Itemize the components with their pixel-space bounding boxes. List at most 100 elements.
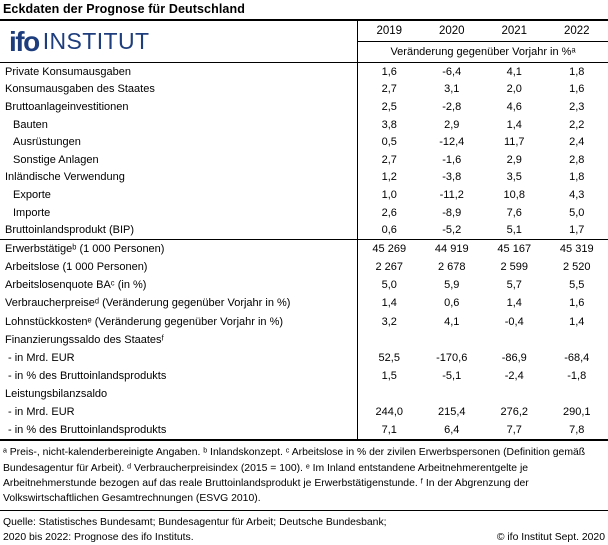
cell-value: 5,1 xyxy=(483,224,546,236)
year-column-header: 2019 xyxy=(358,25,421,37)
cell-value: 45 269 xyxy=(358,243,421,255)
cell-value: 2,9 xyxy=(483,154,546,166)
year-column-header: 2020 xyxy=(421,25,484,37)
copyright: © ifo Institut Sept. 2020 xyxy=(497,530,605,545)
cell-value: 1,4 xyxy=(358,297,421,309)
cell-value: 1,6 xyxy=(546,83,608,95)
cell-value: 1,0 xyxy=(358,189,421,201)
cell-value: -68,4 xyxy=(546,352,608,364)
cell-value: 2 520 xyxy=(546,261,608,273)
cell-value: -1,6 xyxy=(421,154,484,166)
row-label: - in % des Bruttoinlandsprodukts xyxy=(0,370,357,382)
row-label: Lohnstückkostenᵉ (Veränderung gegenüber … xyxy=(0,316,357,328)
cell-value: 4,1 xyxy=(421,316,484,328)
cell-value: -1,8 xyxy=(546,370,608,382)
table-row: Verbraucherpreiseᵈ (Veränderung gegenübe… xyxy=(0,294,608,312)
cell-value: 244,0 xyxy=(358,406,421,418)
row-label: Arbeitslose (1 000 Personen) xyxy=(0,261,357,273)
cell-value: -12,4 xyxy=(421,136,484,148)
cell-value: 10,8 xyxy=(483,189,546,201)
ifo-logo-mark: ifo xyxy=(9,28,39,56)
row-label: Arbeitslosenquote BAᶜ (in %) xyxy=(0,279,357,291)
row-label: Bruttoanlageinvestitionen xyxy=(0,101,357,113)
row-label: Bauten xyxy=(0,119,357,131)
row-label: Sonstige Anlagen xyxy=(0,154,357,166)
cell-value: 1,4 xyxy=(546,316,608,328)
row-label: Ausrüstungen xyxy=(0,136,357,148)
cell-value: 3,2 xyxy=(358,316,421,328)
cell-value: 1,5 xyxy=(358,370,421,382)
header-subtitle: Veränderung gegenüber Vorjahr in %ᵃ xyxy=(358,42,608,62)
source-block: Quelle: Statistisches Bundesamt; Bundesa… xyxy=(0,511,608,545)
cell-value: 2 599 xyxy=(483,261,546,273)
cell-value: 7,7 xyxy=(483,424,546,436)
row-label: Konsumausgaben des Staates xyxy=(0,83,357,95)
cell-value: 3,8 xyxy=(358,119,421,131)
cell-value: -170,6 xyxy=(421,352,484,364)
cell-value: -5,2 xyxy=(421,224,484,236)
cell-value: 45 167 xyxy=(483,243,546,255)
cell-value: 45 319 xyxy=(546,243,608,255)
cell-value: 276,2 xyxy=(483,406,546,418)
row-label: - in % des Bruttoinlandsprodukts xyxy=(0,424,357,436)
cell-value: 4,1 xyxy=(483,66,546,78)
cell-value: 2 678 xyxy=(421,261,484,273)
cell-value: 4,6 xyxy=(483,101,546,113)
cell-value: 1,6 xyxy=(358,66,421,78)
cell-value: 0,6 xyxy=(421,297,484,309)
row-label: - in Mrd. EUR xyxy=(0,406,357,418)
row-label: Inländische Verwendung xyxy=(0,171,357,183)
cell-value: -86,9 xyxy=(483,352,546,364)
row-values xyxy=(357,331,608,349)
source-line-2: 2020 bis 2022: Prognose des ifo Institut… xyxy=(3,530,194,545)
cell-value: 2,4 xyxy=(546,136,608,148)
cell-value: -8,9 xyxy=(421,207,484,219)
cell-value: 2,6 xyxy=(358,207,421,219)
row-label: - in Mrd. EUR xyxy=(0,352,357,364)
table-row: Lohnstückkostenᵉ (Veränderung gegenüber … xyxy=(0,313,608,331)
cell-value: 5,9 xyxy=(421,279,484,291)
row-label: Exporte xyxy=(0,189,357,201)
source-line-1: Quelle: Statistisches Bundesamt; Bundesa… xyxy=(3,515,605,530)
cell-value: -0,4 xyxy=(483,316,546,328)
footnotes: ᵃ Preis-, nicht-kalenderbereinigte Angab… xyxy=(0,441,608,510)
cell-value: 1,2 xyxy=(358,171,421,183)
cell-value: 3,5 xyxy=(483,171,546,183)
ifo-logo: ifo INSTITUT xyxy=(0,21,357,62)
cell-value: 1,6 xyxy=(546,297,608,309)
cell-value: -5,1 xyxy=(421,370,484,382)
cell-value: 2,3 xyxy=(546,101,608,113)
cell-value: 290,1 xyxy=(546,406,608,418)
cell-value: 1,8 xyxy=(546,171,608,183)
cell-value: -2,8 xyxy=(421,101,484,113)
cell-value: 5,5 xyxy=(546,279,608,291)
cell-value: 7,1 xyxy=(358,424,421,436)
table-row: Leistungsbilanzsaldo xyxy=(0,385,608,403)
cell-value: -2,4 xyxy=(483,370,546,382)
ifo-logo-text: INSTITUT xyxy=(43,30,150,53)
